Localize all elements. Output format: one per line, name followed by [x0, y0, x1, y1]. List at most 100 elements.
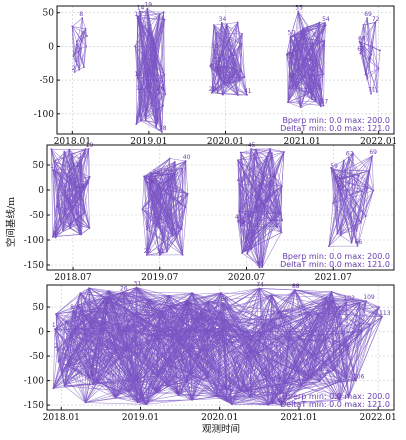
acquisition-point	[68, 202, 70, 204]
acquisition-point	[128, 390, 131, 393]
acquisition-label: 26	[120, 285, 128, 292]
acquisition-point	[159, 187, 162, 189]
baseline-pair	[217, 389, 228, 397]
baseline-pair	[240, 179, 272, 227]
baseline-pair	[348, 324, 371, 397]
baseline-pair	[139, 11, 165, 75]
baseline-pair	[213, 49, 234, 56]
acquisition-point	[324, 24, 327, 27]
baseline-pair	[69, 149, 71, 229]
baseline-pair	[178, 395, 193, 401]
acquisition-point	[152, 193, 155, 196]
annotation-deltat: DeltaT min: 0.0 max: 121.0	[280, 124, 390, 133]
baseline-pair	[122, 292, 126, 328]
acquisition-point	[68, 148, 71, 151]
baseline-pair	[237, 80, 241, 96]
baseline-pair	[174, 161, 178, 238]
acquisition-label: 11	[72, 162, 80, 169]
baseline-pair	[77, 224, 90, 229]
baseline-pair	[66, 148, 89, 175]
baseline-pair	[357, 190, 374, 247]
acquisition-point	[223, 35, 226, 38]
acquisition-point	[59, 220, 62, 223]
baseline-pair	[333, 169, 370, 172]
baseline-pair	[159, 235, 173, 256]
baseline-pair	[57, 328, 105, 351]
acquisition-point	[322, 104, 325, 107]
baseline-pair	[250, 249, 260, 268]
baseline-pair	[213, 22, 238, 26]
baseline-pair	[217, 396, 269, 406]
acquisition-point	[338, 306, 340, 308]
baseline-pair	[53, 377, 90, 389]
baseline-pair	[289, 22, 326, 59]
baseline-pair	[237, 220, 241, 227]
baseline-pair	[209, 65, 224, 95]
baseline-pair	[328, 189, 341, 247]
baseline-pair	[360, 190, 374, 223]
baseline-pair	[77, 293, 81, 306]
baseline-pair	[136, 287, 159, 332]
acquisition-point	[302, 27, 305, 30]
baseline-pair	[202, 315, 208, 379]
acquisition-point	[135, 123, 138, 126]
acquisition-label: 58	[221, 296, 229, 303]
baseline-pair	[104, 322, 147, 405]
acquisition-point	[308, 311, 311, 314]
acquisition-point	[295, 37, 298, 40]
baseline-pair	[355, 302, 361, 381]
baseline-pair	[240, 350, 252, 392]
acquisition-point	[57, 188, 60, 191]
baseline-pair	[294, 289, 314, 356]
baseline-pair	[264, 323, 301, 338]
baseline-pair	[82, 32, 87, 47]
baseline-pair	[378, 307, 383, 317]
baseline-pair	[226, 288, 260, 390]
baseline-pair	[136, 354, 157, 377]
acquisition-point	[181, 167, 184, 170]
acquisition-label: 113	[379, 310, 391, 317]
baseline-pair	[223, 303, 242, 392]
baseline-pair	[259, 288, 282, 394]
acquisition-point	[222, 327, 225, 330]
baseline-pair	[225, 343, 241, 392]
acquisition-point	[77, 50, 80, 53]
baseline-pair	[69, 178, 72, 229]
baseline-pair	[221, 22, 245, 78]
baseline-pair	[161, 12, 165, 132]
baseline-pair	[259, 288, 319, 314]
baseline-pair	[351, 175, 355, 231]
acquisition-point	[366, 186, 369, 189]
acquisition-point	[261, 266, 264, 268]
acquisition-point	[222, 334, 225, 337]
baseline-pair	[208, 301, 218, 397]
baseline-pair	[146, 161, 176, 256]
baseline-pair	[303, 32, 314, 44]
baseline-pair	[213, 49, 242, 71]
acquisition-point	[73, 71, 76, 73]
acquisition-point	[296, 369, 299, 372]
acquisition-point	[234, 70, 237, 73]
acquisition-point	[162, 239, 165, 242]
baseline-pair	[65, 310, 74, 322]
baseline-pair	[54, 287, 90, 330]
acquisition-point	[138, 115, 141, 118]
baseline-pair	[52, 169, 81, 191]
baseline-pair	[137, 74, 165, 79]
acquisition-point	[114, 396, 117, 399]
acquisition-label: 67	[357, 46, 365, 53]
baseline-pair	[216, 33, 243, 64]
plot-frame	[46, 144, 395, 271]
acquisition-point	[262, 177, 265, 180]
baseline-pair	[356, 191, 363, 231]
baseline-pair	[346, 301, 367, 379]
baseline-pair	[330, 160, 345, 169]
baseline-pair	[279, 311, 298, 371]
baseline-pair	[54, 321, 94, 330]
acquisition-point	[210, 63, 213, 66]
baseline-pair	[88, 348, 128, 379]
baseline-pair	[149, 184, 164, 241]
acquisition-label: 66	[355, 239, 363, 246]
baseline-pair	[237, 156, 268, 161]
